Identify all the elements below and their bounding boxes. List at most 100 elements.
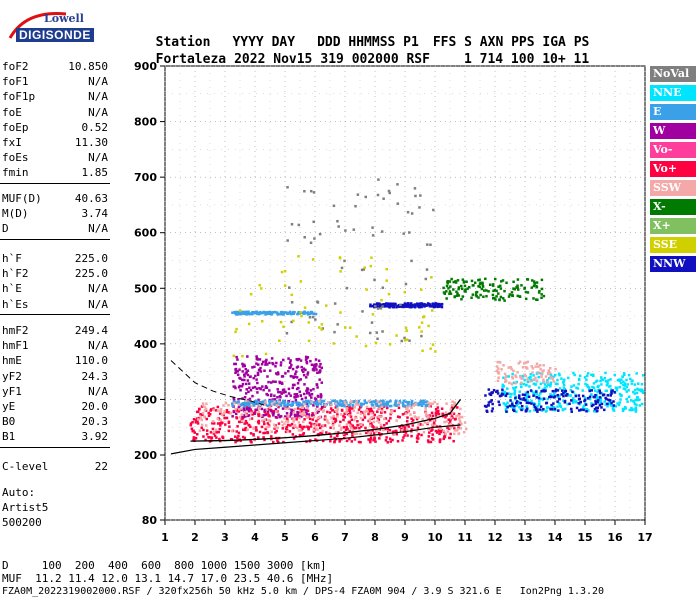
param-label: C-level bbox=[2, 460, 49, 473]
echo-point bbox=[305, 406, 309, 410]
echo-point bbox=[558, 387, 562, 390]
echo-point bbox=[308, 316, 312, 319]
echo-point bbox=[353, 438, 357, 441]
echo-point bbox=[452, 288, 455, 291]
echo-point bbox=[536, 405, 539, 408]
echo-point bbox=[295, 392, 299, 396]
echo-point bbox=[251, 394, 254, 398]
echo-point bbox=[299, 412, 302, 416]
echo-point bbox=[395, 432, 399, 436]
header-ffs-value: 1 714 100 10+ 11 bbox=[463, 52, 590, 67]
echo-point bbox=[248, 386, 251, 390]
echo-point bbox=[379, 401, 382, 405]
header-yyyy-day-label: YYYY DAY bbox=[232, 35, 296, 50]
echo-point bbox=[216, 409, 220, 412]
echo-point bbox=[495, 365, 499, 368]
echo-point bbox=[512, 386, 515, 390]
echo-point bbox=[254, 408, 257, 412]
echo-point bbox=[481, 283, 484, 286]
echo-point bbox=[282, 440, 285, 444]
echo-point bbox=[549, 376, 552, 379]
echo-point bbox=[310, 312, 313, 315]
echo-point bbox=[511, 404, 514, 407]
echo-point bbox=[460, 284, 463, 288]
echo-point bbox=[215, 436, 218, 439]
echo-point bbox=[375, 302, 379, 305]
echo-point bbox=[295, 418, 298, 421]
echo-point bbox=[527, 395, 531, 399]
echo-point bbox=[452, 439, 455, 443]
echo-point bbox=[316, 416, 320, 420]
echo-point bbox=[270, 357, 274, 360]
param-separator bbox=[0, 238, 110, 240]
echo-point bbox=[428, 431, 431, 434]
echo-point bbox=[504, 380, 507, 383]
echo-point bbox=[535, 408, 538, 412]
echo-point bbox=[285, 428, 289, 432]
echo-point bbox=[299, 359, 303, 362]
echo-point bbox=[214, 428, 218, 431]
echo-point bbox=[491, 293, 495, 297]
echo-point bbox=[431, 414, 435, 418]
echo-point bbox=[253, 365, 256, 369]
echo-point bbox=[590, 404, 594, 408]
echo-point bbox=[445, 297, 448, 300]
echo-point bbox=[523, 362, 526, 365]
echo-point bbox=[389, 440, 392, 443]
echo-point bbox=[273, 400, 276, 404]
echo-point bbox=[604, 389, 608, 393]
echo-point bbox=[285, 332, 289, 335]
x-tick-label: 12 bbox=[487, 531, 502, 544]
echo-point bbox=[400, 428, 404, 432]
echo-point bbox=[271, 361, 274, 365]
echo-point bbox=[413, 305, 417, 309]
echo-point bbox=[512, 381, 516, 385]
param-value: 20.3 bbox=[81, 415, 109, 429]
echo-point bbox=[508, 404, 512, 408]
echo-point bbox=[634, 406, 638, 409]
echo-point bbox=[410, 401, 414, 405]
echo-point bbox=[407, 409, 410, 412]
echo-point bbox=[315, 419, 318, 423]
echo-point bbox=[264, 386, 267, 389]
echo-point bbox=[550, 376, 554, 380]
echo-point bbox=[530, 402, 533, 405]
echo-point bbox=[611, 407, 615, 411]
echo-point bbox=[218, 427, 222, 431]
echo-point bbox=[597, 384, 600, 388]
footer-distance-row: D 100 200 400 600 800 1000 1500 3000 [km… bbox=[2, 559, 327, 572]
x-tick-label: 14 bbox=[547, 531, 563, 544]
echo-point bbox=[485, 409, 488, 413]
echo-point bbox=[618, 378, 621, 381]
echo-point bbox=[203, 415, 206, 418]
echo-point bbox=[439, 427, 443, 431]
echo-point bbox=[599, 391, 602, 395]
echo-point bbox=[575, 386, 578, 390]
echo-point bbox=[322, 402, 326, 406]
echo-point bbox=[194, 421, 198, 424]
echo-point bbox=[596, 396, 599, 399]
echo-point bbox=[525, 397, 528, 400]
echo-point bbox=[407, 425, 411, 428]
echo-point bbox=[232, 354, 236, 358]
echo-point bbox=[612, 404, 616, 407]
echo-point bbox=[189, 423, 193, 427]
echo-point bbox=[338, 256, 342, 260]
echo-point bbox=[254, 374, 257, 378]
echo-point bbox=[359, 440, 362, 444]
echo-point bbox=[623, 384, 627, 387]
echo-point bbox=[272, 411, 275, 415]
echo-point bbox=[471, 284, 475, 287]
echo-point bbox=[372, 420, 376, 424]
echo-point bbox=[263, 369, 266, 372]
echo-point bbox=[273, 398, 277, 401]
echo-point bbox=[382, 197, 385, 200]
echo-point bbox=[427, 428, 430, 431]
echo-point bbox=[240, 407, 243, 410]
echo-point bbox=[207, 435, 210, 439]
echo-point bbox=[269, 394, 273, 398]
echo-point bbox=[380, 407, 384, 410]
echo-point bbox=[512, 280, 515, 284]
echo-point bbox=[289, 413, 293, 416]
echo-point bbox=[336, 407, 339, 411]
